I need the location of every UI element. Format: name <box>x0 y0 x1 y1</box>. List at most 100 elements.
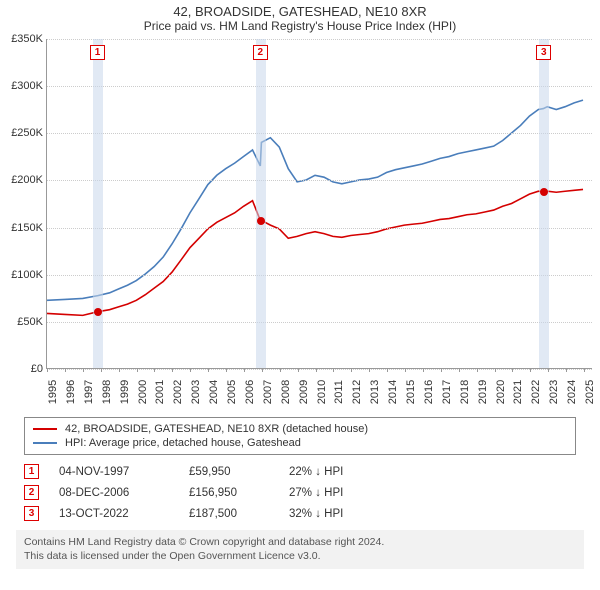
x-axis-label: 2023 <box>548 380 560 404</box>
x-tick <box>566 368 567 372</box>
y-axis-label: £200K <box>1 174 43 186</box>
gridline <box>47 39 592 40</box>
sale-date: 08-DEC-2006 <box>59 487 169 499</box>
sale-price: £59,950 <box>189 466 269 478</box>
gridline <box>47 228 592 229</box>
x-axis-label: 2013 <box>369 380 381 404</box>
sale-number-box: 1 <box>24 464 39 479</box>
legend-row: 42, BROADSIDE, GATESHEAD, NE10 8XR (deta… <box>33 422 567 436</box>
x-tick <box>154 368 155 372</box>
x-axis-label: 2000 <box>137 380 149 404</box>
x-tick <box>83 368 84 372</box>
x-axis-label: 2007 <box>262 380 274 404</box>
x-axis-label: 2019 <box>477 380 489 404</box>
x-axis-label: 2004 <box>208 380 220 404</box>
gridline <box>47 369 592 370</box>
series-hpi <box>47 100 583 300</box>
sale-price: £187,500 <box>189 508 269 520</box>
footer-attribution: Contains HM Land Registry data © Crown c… <box>16 530 584 569</box>
sale-number-box: 3 <box>24 506 39 521</box>
legend-label: 42, BROADSIDE, GATESHEAD, NE10 8XR (deta… <box>65 423 368 435</box>
x-tick <box>244 368 245 372</box>
x-axis-label: 2005 <box>226 380 238 404</box>
x-axis-label: 1999 <box>119 380 131 404</box>
x-tick <box>351 368 352 372</box>
sale-date: 13-OCT-2022 <box>59 508 169 520</box>
gridline <box>47 275 592 276</box>
x-axis-label: 2024 <box>566 380 578 404</box>
legend-row: HPI: Average price, detached house, Gate… <box>33 436 567 450</box>
chart-plot-area: £0£50K£100K£150K£200K£250K£300K£350K1995… <box>46 39 592 369</box>
legend-swatch <box>33 428 57 430</box>
x-tick <box>369 368 370 372</box>
x-tick <box>530 368 531 372</box>
x-tick <box>495 368 496 372</box>
x-tick <box>298 368 299 372</box>
gridline <box>47 180 592 181</box>
y-axis-label: £150K <box>1 222 43 234</box>
x-tick <box>548 368 549 372</box>
x-axis-label: 2021 <box>512 380 524 404</box>
x-tick <box>190 368 191 372</box>
sale-number-box: 2 <box>24 485 39 500</box>
x-tick <box>333 368 334 372</box>
y-axis-label: £50K <box>1 316 43 328</box>
x-tick <box>208 368 209 372</box>
footer-line-1: Contains HM Land Registry data © Crown c… <box>24 536 576 550</box>
x-axis-label: 2016 <box>423 380 435 404</box>
x-tick <box>280 368 281 372</box>
x-axis-label: 2002 <box>172 380 184 404</box>
x-tick <box>47 368 48 372</box>
x-axis-label: 1995 <box>47 380 59 404</box>
footer-line-2: This data is licensed under the Open Gov… <box>24 550 576 564</box>
x-tick <box>459 368 460 372</box>
x-tick <box>584 368 585 372</box>
legend-swatch <box>33 442 57 444</box>
sale-point-marker <box>540 188 548 196</box>
x-axis-label: 2001 <box>154 380 166 404</box>
sale-marker-box: 3 <box>536 45 551 60</box>
sale-band <box>539 39 549 368</box>
gridline <box>47 133 592 134</box>
chart-subtitle: Price paid vs. HM Land Registry's House … <box>0 19 600 39</box>
x-axis-label: 1996 <box>65 380 77 404</box>
x-axis-label: 1998 <box>101 380 113 404</box>
sale-row: 313-OCT-2022£187,50032% ↓ HPI <box>24 503 576 524</box>
x-tick <box>423 368 424 372</box>
x-axis-label: 2022 <box>530 380 542 404</box>
y-axis-label: £250K <box>1 127 43 139</box>
x-tick <box>387 368 388 372</box>
x-axis-label: 2012 <box>351 380 363 404</box>
x-axis-label: 2008 <box>280 380 292 404</box>
sale-row: 104-NOV-1997£59,95022% ↓ HPI <box>24 461 576 482</box>
x-axis-label: 2014 <box>387 380 399 404</box>
sale-row: 208-DEC-2006£156,95027% ↓ HPI <box>24 482 576 503</box>
y-axis-label: £350K <box>1 33 43 45</box>
x-tick <box>316 368 317 372</box>
x-tick <box>119 368 120 372</box>
series-property <box>47 189 583 315</box>
y-axis-label: £100K <box>1 269 43 281</box>
x-tick <box>512 368 513 372</box>
gridline <box>47 86 592 87</box>
chart-title: 42, BROADSIDE, GATESHEAD, NE10 8XR <box>0 0 600 19</box>
sale-marker-box: 1 <box>90 45 105 60</box>
x-tick <box>477 368 478 372</box>
x-axis-label: 2006 <box>244 380 256 404</box>
x-tick <box>65 368 66 372</box>
x-tick <box>101 368 102 372</box>
x-tick <box>172 368 173 372</box>
sale-band <box>256 39 266 368</box>
legend-label: HPI: Average price, detached house, Gate… <box>65 437 301 449</box>
y-axis-label: £0 <box>1 363 43 375</box>
gridline <box>47 322 592 323</box>
sale-marker-box: 2 <box>253 45 268 60</box>
sale-price: £156,950 <box>189 487 269 499</box>
x-axis-label: 2010 <box>316 380 328 404</box>
x-axis-label: 2003 <box>190 380 202 404</box>
x-tick <box>226 368 227 372</box>
x-tick <box>441 368 442 372</box>
chart-lines-svg <box>47 39 592 368</box>
sale-point-marker <box>94 308 102 316</box>
x-tick <box>262 368 263 372</box>
